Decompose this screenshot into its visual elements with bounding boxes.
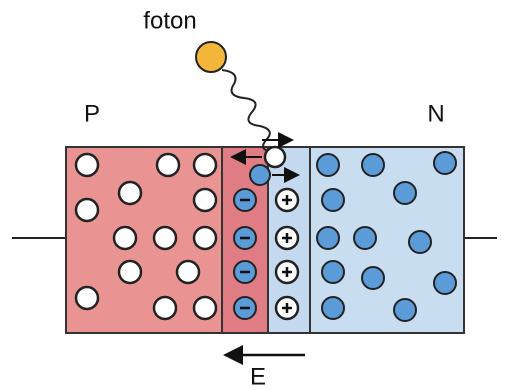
electron — [409, 231, 431, 253]
electron — [322, 261, 344, 283]
hole — [76, 287, 98, 309]
electron — [322, 189, 344, 211]
field-label: E — [250, 363, 266, 390]
hole — [154, 227, 176, 249]
photon-label: foton — [143, 7, 196, 34]
electron — [362, 154, 384, 176]
photon — [196, 42, 226, 72]
hole — [194, 227, 216, 249]
hole — [76, 154, 98, 176]
electron — [394, 299, 416, 321]
p-label: P — [84, 100, 100, 127]
pn-junction-diagram: foton P N E — [0, 0, 507, 390]
hole — [119, 261, 141, 283]
electron — [354, 227, 376, 249]
n-label: N — [427, 100, 444, 127]
hole — [119, 182, 141, 204]
hole — [114, 227, 136, 249]
hole — [177, 261, 199, 283]
electron — [434, 272, 456, 294]
hole — [154, 297, 176, 319]
electron — [322, 297, 344, 319]
hole — [76, 199, 98, 221]
electron — [317, 227, 339, 249]
electron — [394, 182, 416, 204]
hole — [157, 154, 179, 176]
electron — [362, 267, 384, 289]
hole — [194, 189, 216, 211]
hole — [194, 297, 216, 319]
hole — [194, 154, 216, 176]
electron — [317, 154, 339, 176]
generated-hole — [265, 147, 285, 167]
electron — [434, 152, 456, 174]
generated-electron — [250, 165, 270, 185]
